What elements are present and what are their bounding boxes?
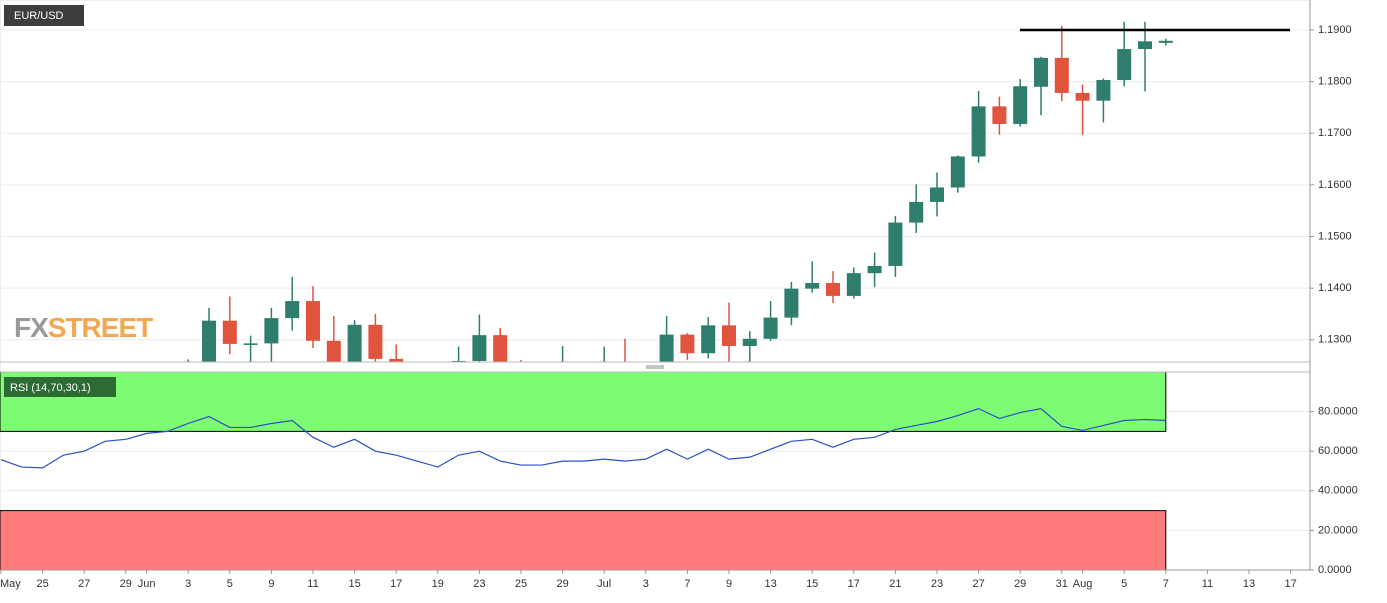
candle-body — [763, 317, 778, 339]
candle-body — [1158, 40, 1173, 43]
candle-body — [389, 358, 404, 362]
candle-body — [1034, 57, 1048, 87]
candle-body — [1013, 86, 1028, 124]
candle-body — [909, 201, 924, 223]
candle-body — [888, 222, 903, 266]
x-tick-label: 15 — [348, 578, 360, 590]
x-tick-label: 29 — [556, 578, 568, 590]
watermark: FXSTREET — [14, 312, 153, 343]
candle-body — [202, 320, 216, 362]
x-tick-label: 13 — [764, 578, 776, 590]
y-tick-label: 1.1900 — [1318, 24, 1352, 36]
candle-body — [222, 320, 237, 344]
x-tick-label: 29 — [120, 578, 132, 590]
candle-body — [1096, 80, 1111, 101]
candle-body — [306, 301, 320, 341]
x-tick-label: Jun — [138, 578, 156, 590]
y-tick-label: 1.1600 — [1318, 179, 1352, 191]
x-tick-label: 23 — [473, 578, 485, 590]
x-tick-label: 21 — [889, 578, 901, 590]
candle-body — [867, 265, 882, 274]
candle-body — [930, 187, 944, 202]
candle-body — [243, 343, 258, 345]
candle-body — [826, 282, 840, 296]
candle-body — [701, 325, 716, 354]
oversold-zone — [0, 510, 1167, 571]
candle-body — [722, 325, 736, 346]
x-tick-label: 7 — [1163, 578, 1169, 590]
x-tick-label: 15 — [806, 578, 818, 590]
rsi-label-box — [4, 377, 116, 397]
rsi-marks — [0, 407, 1166, 469]
x-tick-label: 3 — [643, 578, 649, 590]
candle-body — [805, 282, 820, 289]
x-tick-label: 17 — [390, 578, 402, 590]
x-tick-label: 17 — [1284, 578, 1296, 590]
candle-body — [971, 106, 986, 157]
candle-body — [742, 338, 757, 346]
candle-body — [472, 335, 487, 361]
candle-body — [1117, 49, 1132, 81]
x-tick-label: 17 — [848, 578, 860, 590]
x-tick-label: 25 — [36, 578, 48, 590]
candle-body — [1075, 92, 1090, 101]
y-tick-label: 1.1700 — [1318, 127, 1352, 139]
rsi-line — [0, 407, 1166, 469]
x-tick-label: Aug — [1073, 578, 1093, 590]
x-tick-label: 23 — [931, 578, 943, 590]
candle-body — [347, 324, 362, 362]
candle-body — [950, 156, 965, 188]
watermark-street: STREET — [48, 312, 153, 343]
x-tick-label: 5 — [1121, 578, 1127, 590]
candle-body — [992, 106, 1007, 124]
y-tick-label: 80.0000 — [1318, 406, 1358, 418]
x-tick-label: 9 — [268, 578, 274, 590]
candle-body — [846, 273, 861, 296]
y-tick-label: 20.0000 — [1318, 524, 1358, 536]
x-tick-label: 7 — [684, 578, 690, 590]
plot-frame — [0, 0, 1311, 571]
y-tick-label: 0.0000 — [1318, 564, 1352, 576]
x-tick-label: 31 — [1056, 578, 1068, 590]
x-tick-label: Jul — [597, 578, 611, 590]
candle-body — [285, 301, 300, 319]
y-tick-label: 1.1300 — [1318, 334, 1352, 346]
candle-body — [659, 334, 674, 362]
y-tick-label: 40.0000 — [1318, 485, 1358, 497]
x-tick-label: 3 — [185, 578, 191, 590]
y-tick-label: 60.0000 — [1318, 445, 1358, 457]
x-tick-label: 27 — [78, 578, 90, 590]
candle-body — [493, 335, 508, 362]
overbought-zone — [0, 371, 1167, 432]
x-tick-label: 11 — [1202, 578, 1213, 590]
chart-title: EUR/USD — [14, 10, 64, 22]
title-box — [4, 5, 84, 26]
y-tick-label: 1.1500 — [1318, 230, 1352, 242]
candle-body — [451, 360, 466, 362]
x-tick-label: 27 — [972, 578, 984, 590]
x-tick-label: 11 — [307, 578, 318, 590]
candle-body — [680, 334, 695, 354]
x-tick-label: 29 — [1014, 578, 1026, 590]
x-tick-label: May — [0, 578, 21, 590]
candle-body — [368, 324, 383, 359]
x-tick-label: 13 — [1243, 578, 1255, 590]
y-tick-label: 1.1400 — [1318, 282, 1352, 294]
x-tick-label: 9 — [726, 578, 732, 590]
x-tick-label: 25 — [515, 578, 527, 590]
candle-body — [1138, 41, 1152, 50]
x-tick-label: 19 — [432, 578, 444, 590]
y-tick-label: 1.1800 — [1318, 75, 1352, 87]
price-marks — [187, 21, 1290, 362]
candle-body — [326, 340, 341, 362]
rsi-title: RSI (14,70,30,1) — [10, 382, 91, 394]
watermark-fx: FX — [14, 312, 49, 343]
candle-body — [1054, 57, 1069, 93]
candle-body — [264, 318, 279, 344]
x-tick-label: 5 — [227, 578, 233, 590]
candle-body — [784, 288, 799, 318]
